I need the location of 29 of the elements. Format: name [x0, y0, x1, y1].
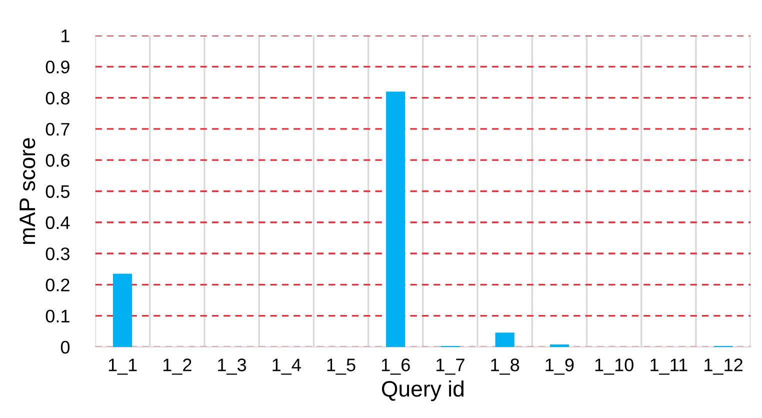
x-tick-label: 1_10	[595, 358, 634, 375]
x-tick-label: 1_5	[327, 358, 356, 375]
x-axis-title: Query id	[382, 380, 464, 402]
x-tick-label: 1_4	[272, 358, 301, 375]
x-tick-label: 1_8	[491, 358, 520, 375]
y-tick-label: 0.2	[46, 278, 70, 292]
x-tick-label: 1_2	[163, 358, 192, 375]
x-tick-label: 1_3	[218, 358, 246, 375]
y-tick-label: 0.3	[46, 247, 70, 260]
y-tick-label: 0.4	[46, 216, 70, 230]
y-tick-label: 0.7	[46, 122, 70, 136]
x-tick-label: 1_11	[650, 358, 688, 375]
y-tick-label: 0.5	[46, 185, 70, 198]
bar	[495, 332, 514, 347]
y-tick-label: 0	[60, 340, 70, 354]
bar	[113, 274, 132, 347]
y-tick-label: 0.9	[46, 60, 70, 74]
x-tick-label: 1_9	[546, 358, 574, 375]
bar	[550, 344, 569, 347]
x-tick-label: 1_7	[436, 358, 464, 375]
bar	[386, 92, 406, 347]
y-axis-title: mAP score	[20, 138, 36, 244]
y-tick-label: 1	[62, 30, 70, 42]
x-tick-label: 1_1	[108, 358, 137, 375]
y-tick-label: 0.6	[46, 154, 70, 167]
y-tick-label: 0.8	[46, 92, 70, 105]
x-tick-label: 1_6	[382, 358, 410, 375]
y-tick-label: 0.1	[46, 310, 70, 323]
x-tick-label: 1_12	[704, 358, 742, 375]
